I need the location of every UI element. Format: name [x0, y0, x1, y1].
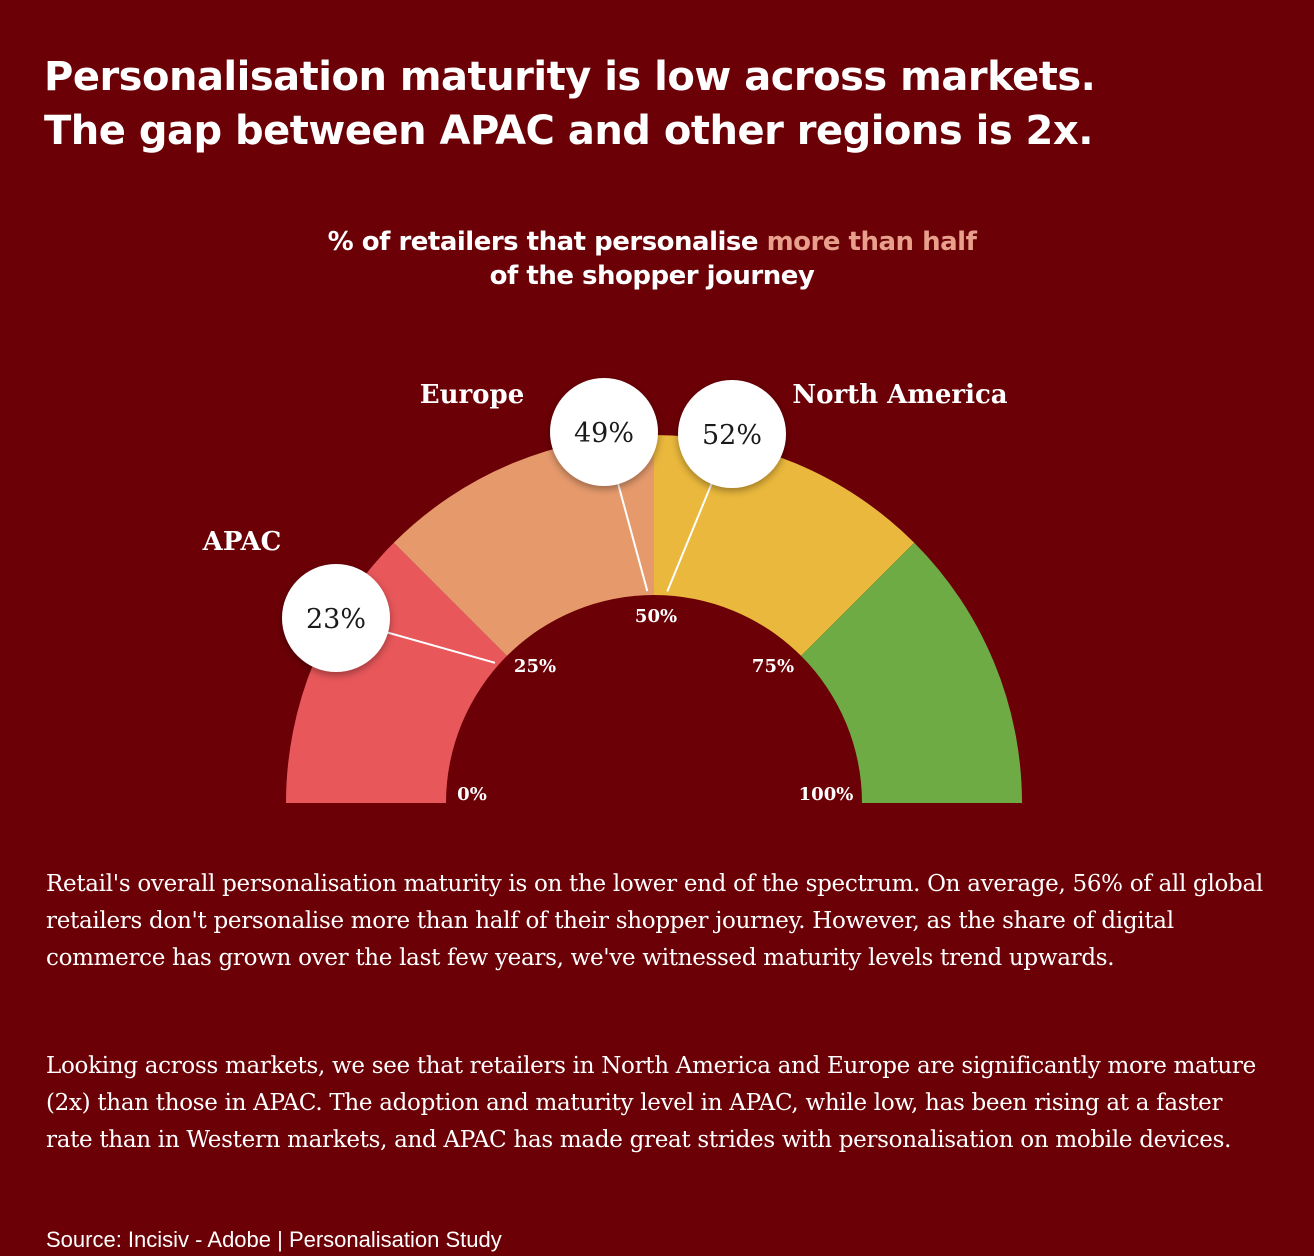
chart-title-line-1: % of retailers that personalise more tha… — [0, 225, 1304, 259]
headline-line-2: The gap between APAC and other regions i… — [44, 108, 1093, 154]
tick-label-75: 75% — [752, 656, 794, 677]
gauge-band-4 — [801, 542, 1022, 803]
chart-title-highlight: more than half — [766, 227, 977, 257]
gauge-bands — [286, 435, 1022, 803]
tick-label-0: 0% — [457, 784, 487, 805]
region-label-europe: Europe — [420, 380, 524, 410]
chart-title: % of retailers that personalise more tha… — [0, 225, 1304, 293]
gauge-ticks: 0% 25% 50% 75% 100% — [457, 606, 853, 805]
chart-title-text: % of retailers that personalise — [327, 227, 767, 257]
gauge-band-2 — [393, 435, 654, 656]
gauge-band-1 — [286, 542, 507, 803]
headline-line-1: Personalisation maturity is low across m… — [44, 54, 1096, 100]
tick-label-50: 50% — [635, 606, 677, 627]
body-paragraph-2: Looking across markets, we see that reta… — [46, 1053, 1256, 1153]
region-label-apac: APAC — [202, 527, 282, 557]
region-label-north-america: North America — [792, 380, 1007, 410]
source-note: Source: Incisiv - Adobe | Personalisatio… — [46, 1227, 502, 1252]
body-paragraph-1: Retail's overall personalisation maturit… — [46, 871, 1263, 971]
tick-label-100: 100% — [799, 784, 854, 805]
gauge-chart: 0% 25% 50% 75% 100% 23% APAC 49% Europe 52% North… — [202, 378, 1022, 805]
headline: Personalisation maturity is low across m… — [44, 50, 1284, 158]
chart-title-line-2: of the shopper journey — [489, 261, 815, 291]
marker-value-europe: 49% — [574, 418, 634, 449]
marker-bubble-north-america — [678, 380, 786, 488]
gauge-band-3 — [654, 435, 915, 656]
tick-label-25: 25% — [514, 656, 556, 677]
marker-value-apac: 23% — [306, 604, 366, 635]
marker-bubble-apac — [282, 564, 390, 672]
marker-bubble-europe — [550, 378, 658, 486]
marker-value-north-america: 52% — [702, 420, 762, 451]
gauge-markers: 23% APAC 49% Europe 52% North America — [202, 378, 1008, 672]
